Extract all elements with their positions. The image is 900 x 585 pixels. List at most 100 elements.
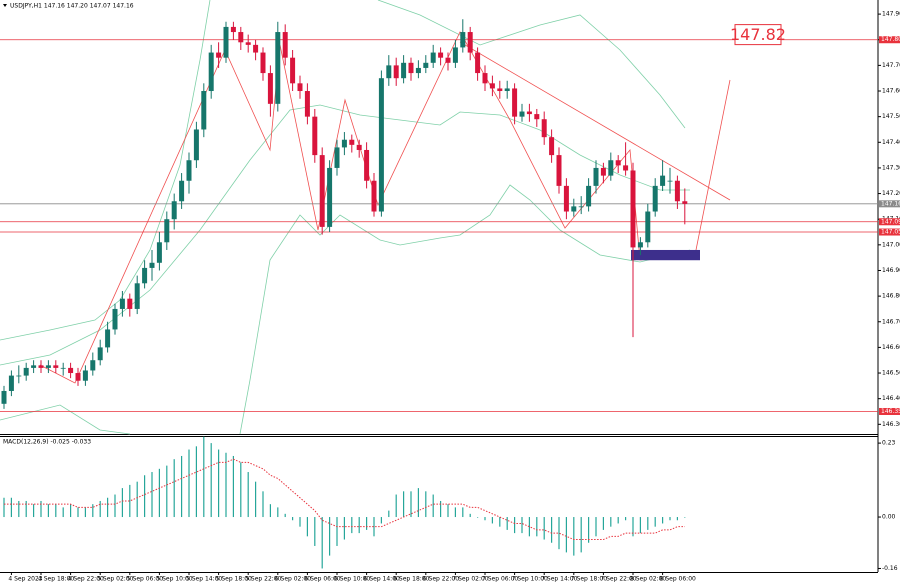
macd-bar — [551, 517, 553, 543]
macd-bar — [632, 517, 634, 537]
candle-body — [423, 62, 429, 68]
macd-bar — [99, 500, 101, 518]
macd-bar — [114, 494, 116, 518]
macd-bar — [521, 517, 523, 534]
macd-bar — [269, 504, 271, 518]
macd-bar — [121, 488, 123, 518]
candle-body — [23, 367, 29, 376]
macd-bar — [602, 517, 604, 530]
candle-body — [482, 73, 488, 84]
candle-body — [253, 44, 259, 53]
candle-body — [534, 114, 540, 120]
candle-body — [319, 155, 325, 227]
candle-body — [282, 32, 288, 58]
macd-bar — [462, 507, 464, 518]
y-tick-label: 146.40 — [882, 395, 900, 402]
macd-bar — [107, 497, 109, 518]
y-tick-label: 146.60 — [882, 344, 900, 351]
candle-body — [460, 32, 466, 48]
candle-body — [275, 32, 281, 104]
candle-body — [312, 116, 318, 156]
candle-body — [90, 360, 96, 371]
candle-body — [497, 88, 503, 92]
macd-bar — [410, 491, 412, 518]
menu-arrow[interactable] — [3, 4, 7, 7]
x-tick-label: 8 Sep 02:00 — [630, 576, 666, 583]
macd-bar — [565, 517, 567, 553]
macd-bar — [292, 517, 294, 521]
y-tick-label: 147.70 — [882, 62, 900, 69]
macd-bar — [195, 446, 197, 518]
candle-body — [216, 52, 222, 58]
candle-body — [230, 26, 236, 33]
candle-body — [267, 73, 273, 104]
candle-body — [386, 65, 392, 79]
macd-bar — [232, 455, 234, 518]
candle-body — [156, 242, 162, 263]
x-tick-label: 6 Sep 02:00 — [275, 576, 311, 583]
candle-body — [31, 365, 37, 368]
candle-body — [586, 185, 592, 207]
macd-bar — [3, 497, 5, 518]
macd-bar — [240, 462, 242, 518]
macd-bar — [92, 504, 94, 518]
level-label-bg — [879, 218, 900, 226]
candle-body — [667, 180, 673, 182]
macd-bar — [580, 517, 582, 553]
candle-body — [68, 367, 74, 374]
macd-bar — [499, 517, 501, 527]
level-label-bg — [879, 36, 900, 44]
x-tick-label: 6 Sep 10:00 — [334, 576, 370, 583]
candle-body — [512, 88, 518, 117]
macd-bar — [181, 455, 183, 518]
macd-bar — [588, 517, 590, 543]
candle-body — [334, 147, 340, 168]
candle-body — [112, 308, 118, 330]
macd-bar — [425, 491, 427, 518]
macd-bar — [669, 517, 671, 521]
macd-bar — [558, 517, 560, 550]
y-tick-label: 0.00 — [882, 514, 896, 521]
macd-bar — [662, 517, 664, 524]
candle-body — [349, 139, 355, 145]
candle-body — [75, 373, 81, 381]
macd-bar — [40, 500, 42, 518]
x-tick-label: 5 Sep 14:00 — [186, 576, 222, 583]
y-tick-label: 147.40 — [882, 139, 900, 146]
candle-body — [171, 201, 177, 220]
level-label-bg — [879, 200, 900, 208]
candle-body — [53, 365, 59, 368]
macd-bar — [166, 465, 168, 518]
candle-body — [660, 175, 666, 186]
y-tick-label: -0.16 — [882, 565, 898, 572]
candle-body — [593, 167, 599, 186]
candle-body — [179, 180, 185, 202]
candle-body — [208, 52, 214, 92]
candle-body — [600, 167, 606, 176]
macd-bar — [440, 500, 442, 518]
macd-bar — [47, 504, 49, 518]
macd-signal — [4, 458, 685, 541]
candle-body — [467, 32, 473, 53]
macd-bar — [277, 507, 279, 518]
macd-bar — [144, 475, 146, 518]
candle-body — [378, 78, 384, 212]
candle-body — [393, 65, 399, 79]
macd-bar — [351, 517, 353, 534]
macd-bar — [218, 449, 220, 518]
candle-body — [452, 47, 458, 63]
candle-body — [186, 160, 192, 181]
level-label: 147.09 — [881, 218, 900, 225]
macd-bar — [343, 517, 345, 540]
macd-bar — [373, 517, 375, 537]
candle-body — [45, 365, 51, 368]
candle-body — [341, 139, 347, 148]
macd-bar — [188, 449, 190, 518]
candle-body — [201, 91, 207, 130]
candle-body — [504, 88, 510, 92]
candle-body — [119, 298, 125, 309]
candle-body — [519, 111, 525, 117]
candle-body — [571, 206, 577, 212]
macd-bar — [262, 491, 264, 518]
macd-bar — [625, 517, 627, 521]
